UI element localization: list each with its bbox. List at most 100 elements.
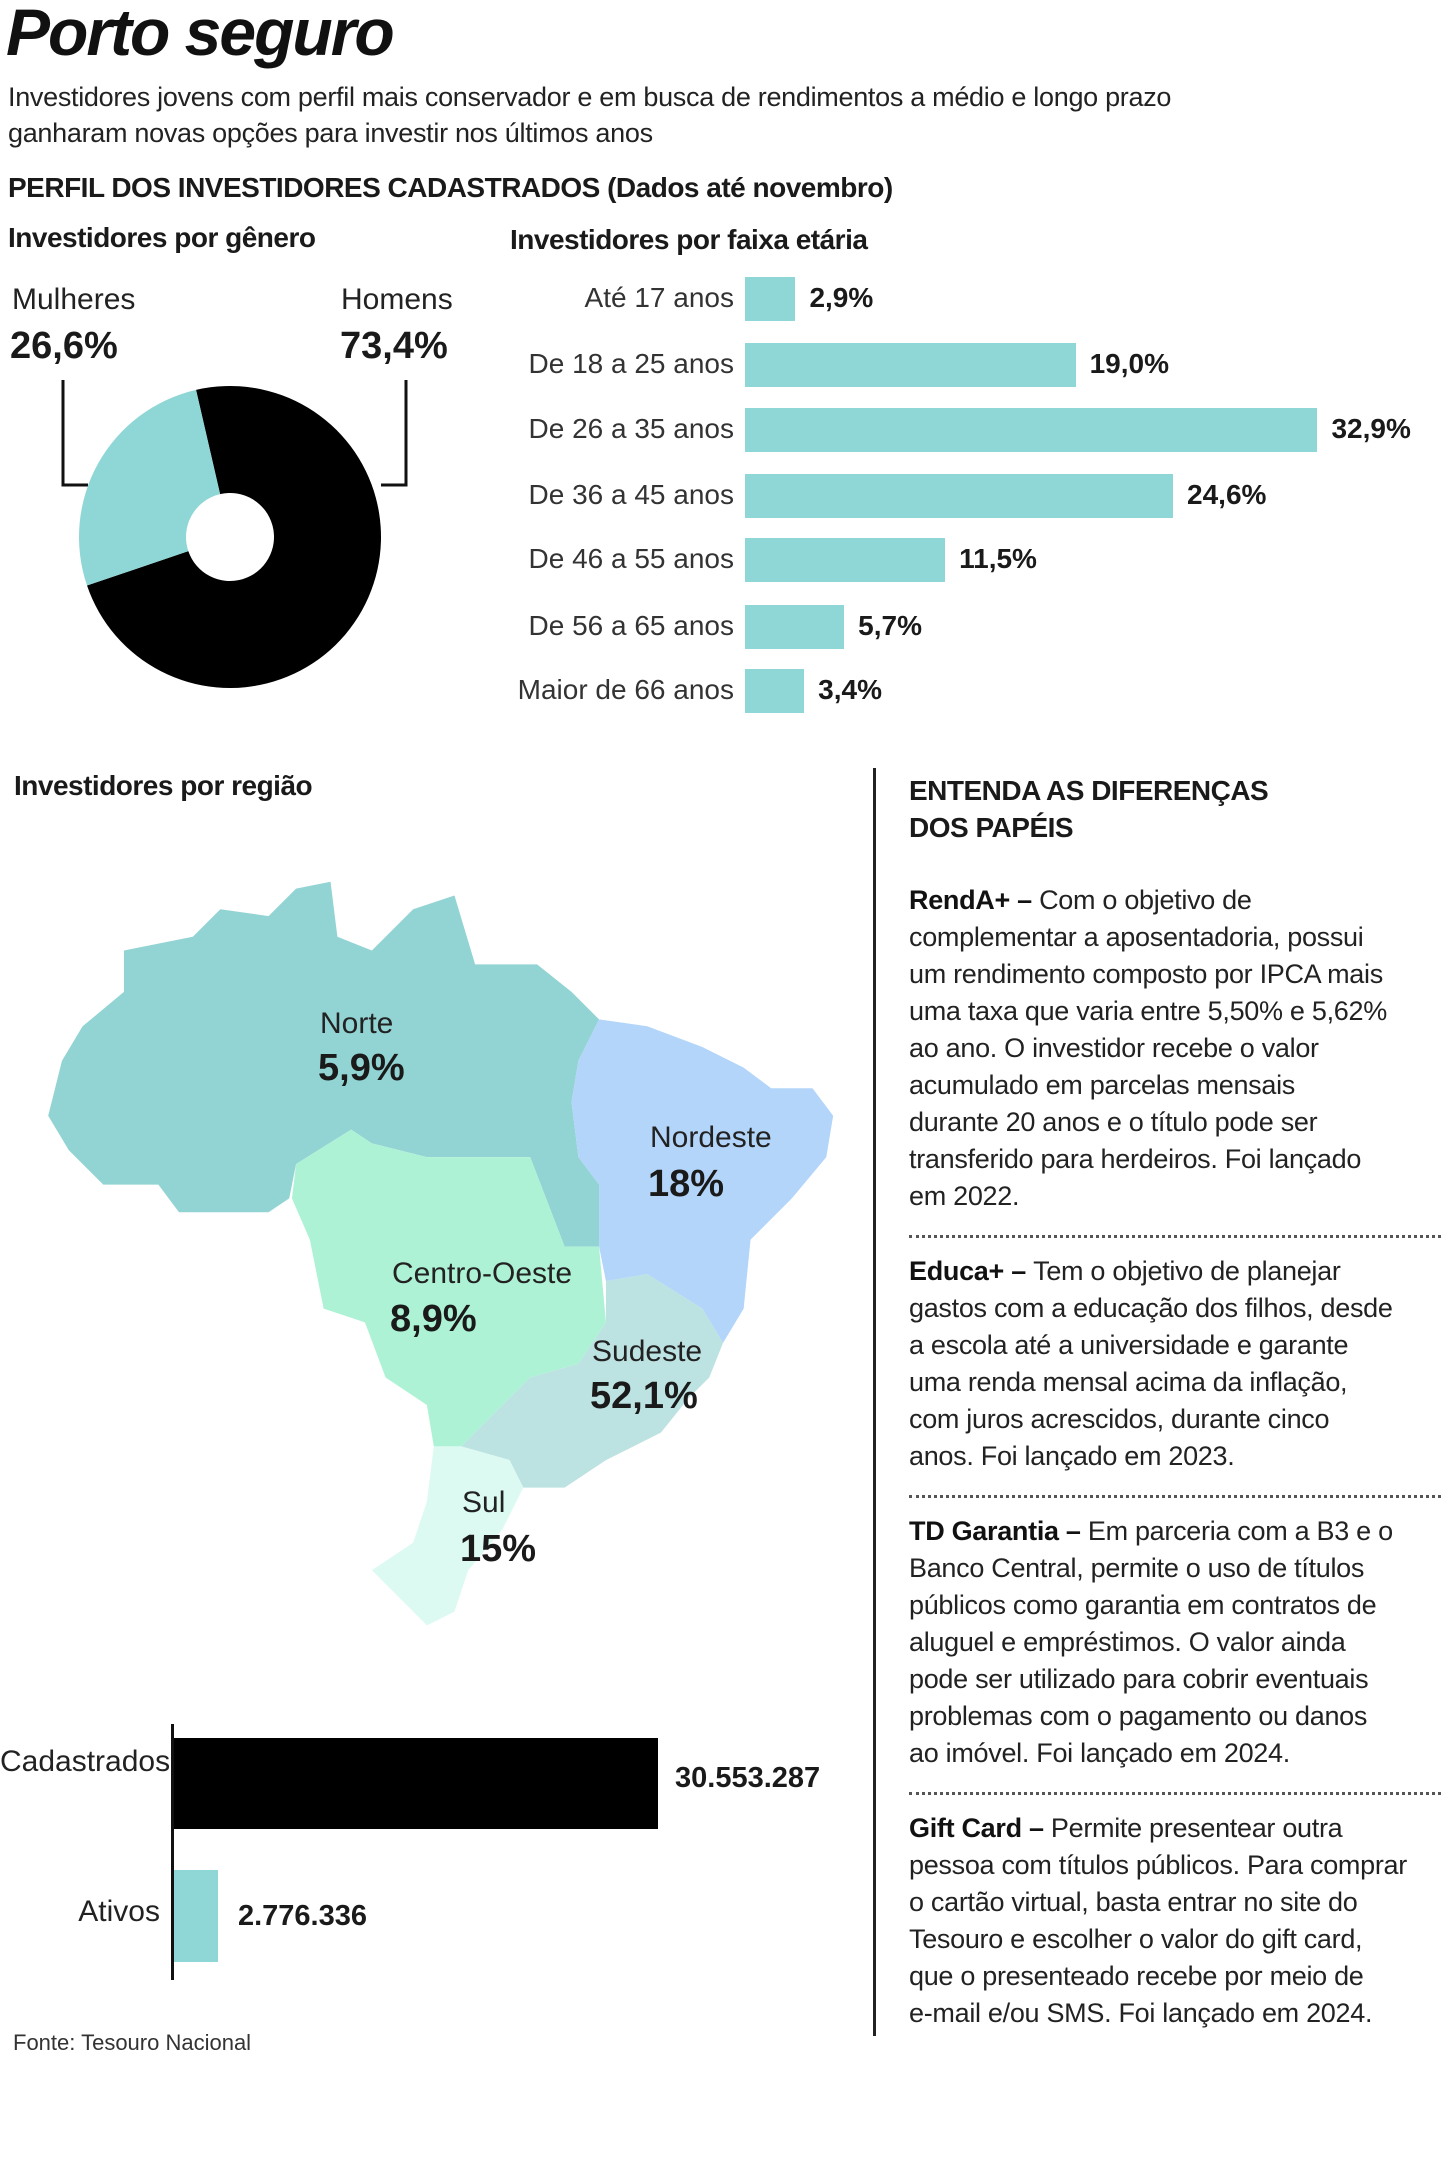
bond-descriptions: RendA+ – Com o objetivo de complementar a… [909, 882, 1441, 2032]
gender-label-mulheres: Mulheres [12, 283, 136, 316]
donut-slice-homens [87, 386, 381, 688]
bond-title: Educa+ – [909, 1256, 1034, 1286]
age-label: De 46 a 55 anos [528, 543, 735, 574]
source-note: Fonte: Tesouro Nacional [13, 2030, 252, 2055]
region-chart-title: Investidores por região [14, 770, 313, 801]
bond-text-line: Banco Central, permite o uso de títulos [909, 1553, 1365, 1583]
totals-label-ativos: Ativos [78, 1895, 160, 1928]
bond-text-line: durante 20 anos e o título pode ser [909, 1107, 1318, 1137]
age-bar [745, 408, 1318, 452]
page-title: Porto seguro [6, 0, 395, 69]
bond-text-line: o cartão virtual, basta entrar no site d… [909, 1887, 1358, 1917]
bond-text-line: Educa+ – Tem o objetivo de planejar [909, 1256, 1341, 1286]
bond-text-line: uma renda mensal acima da inflação, [909, 1367, 1348, 1397]
dotted-separator [909, 1495, 1441, 1498]
bond-title: TD Garantia – [909, 1516, 1088, 1546]
region-sul [371, 1446, 524, 1626]
region-value-sul: 15% [460, 1528, 537, 1570]
bond-text-line: TD Garantia – Em parceria com a B3 e o [909, 1516, 1393, 1546]
region-value-sudeste: 52,1% [590, 1375, 698, 1417]
bond-text-line: transferido para herdeiros. Foi lançado [909, 1144, 1362, 1174]
bond-text-line: RendA+ – Com o objetivo de [909, 885, 1252, 915]
bond-text-line: em 2022. [909, 1181, 1020, 1211]
sidebar-heading-1: ENTENDA AS DIFERENÇAS [909, 775, 1269, 806]
bond-text-line: Tesouro e escolher o valor do gift card, [909, 1924, 1363, 1954]
bond-text-line: gastos com a educação dos filhos, desde [909, 1293, 1393, 1323]
age-value-label: 19,0% [1089, 348, 1169, 379]
bond-text-line: ao imóvel. Foi lançado em 2024. [909, 1738, 1290, 1768]
dotted-separator [909, 1792, 1441, 1795]
age-value-label: 24,6% [1187, 479, 1267, 510]
age-bar [745, 605, 845, 649]
gender-value-homens: 73,4% [340, 325, 448, 367]
bond-item: Gift Card – Permite presentear outra pess… [909, 1810, 1441, 2032]
gender-value-mulheres: 26,6% [10, 325, 118, 367]
age-bar [745, 343, 1076, 387]
bond-text-line: Gift Card – Permite presentear outra [909, 1813, 1343, 1843]
age-label: De 56 a 65 anos [528, 610, 735, 641]
bond-text-line: aluguel e empréstimos. O valor ainda [909, 1627, 1346, 1657]
age-value-label: 3,4% [818, 674, 882, 705]
region-label-sudeste: Sudeste [592, 1335, 703, 1368]
column-divider [873, 768, 876, 2036]
age-bar [745, 474, 1174, 518]
bond-item: Educa+ – Tem o objetivo de planejar gasto… [909, 1253, 1441, 1475]
bond-text-line: uma taxa que varia entre 5,50% e 5,62% [909, 996, 1387, 1026]
region-value-nordeste: 18% [648, 1163, 725, 1205]
region-label-sul: Sul [462, 1486, 506, 1519]
age-value-label: 2,9% [809, 282, 874, 313]
age-value-label: 32,9% [1331, 413, 1411, 444]
bond-title: Gift Card – [909, 1813, 1051, 1843]
totals-value-ativos: 2.776.336 [237, 1900, 367, 1932]
section-title: PERFIL DOS INVESTIDORES CADASTRADOS (Dad… [8, 172, 893, 203]
age-label: Maior de 66 anos [517, 674, 734, 705]
age-label: De 36 a 45 anos [528, 479, 735, 510]
bond-text-line: pode ser utilizado para cobrir eventuais [909, 1664, 1369, 1694]
subtitle-line-2: ganharam novas opções para investir nos … [8, 118, 653, 148]
region-label-norte: Norte [320, 1007, 394, 1040]
bond-text-line: que o presenteado recebe por meio de [909, 1961, 1364, 1991]
age-label: De 26 a 35 anos [528, 413, 735, 444]
sidebar-heading-2: DOS PAPÉIS [909, 812, 1074, 843]
region-label-centro-oeste: Centro-Oeste [392, 1257, 573, 1290]
bond-text-line: um rendimento composto por IPCA mais [909, 959, 1383, 989]
region-nordeste [571, 1019, 834, 1344]
region-value-centro-oeste: 8,9% [390, 1298, 477, 1340]
age-value-label: 5,7% [858, 610, 922, 641]
bond-text-line: complementar a aposentadoria, possui [909, 922, 1364, 952]
leader-line-mulheres [61, 380, 88, 487]
subtitle-line-1: Investidores jovens com perfil mais cons… [8, 82, 1172, 112]
leader-line-homens [381, 380, 408, 487]
bond-text-line: problemas com o pagamento ou danos [909, 1701, 1368, 1731]
donut-slice-mulheres [79, 389, 221, 586]
age-label: Até 17 anos [584, 282, 734, 313]
bond-text-line: ao ano. O investidor recebe o valor [909, 1033, 1319, 1063]
region-sudeste [461, 1274, 723, 1488]
bond-item: RendA+ – Com o objetivo de complementar a… [909, 882, 1441, 1215]
gender-donut-chart [61, 380, 408, 688]
age-bar [745, 669, 805, 713]
region-norte [48, 881, 600, 1247]
gender-chart-title: Investidores por gênero [8, 222, 316, 253]
bond-text-line: e-mail e/ou SMS. Foi lançado em 2024. [909, 1998, 1373, 2028]
bond-item: TD Garantia – Em parceria com a B3 e o Ba… [909, 1513, 1441, 1772]
bond-text-line: com juros acrescidos, durante cinco [909, 1404, 1330, 1434]
age-bar [745, 277, 796, 321]
totals-axis-line [171, 1724, 174, 1980]
totals-value-cadastrados: 30.553.287 [675, 1762, 821, 1794]
age-value-label: 11,5% [959, 543, 1037, 574]
totals-label-cadastrados: Cadastrados [0, 1745, 171, 1778]
region-value-norte: 5,9% [318, 1047, 405, 1089]
bond-text-line: acumulado em parcelas mensais [909, 1070, 1295, 1100]
dotted-separator [909, 1235, 1441, 1238]
totals-bar-ativos [174, 1870, 218, 1962]
age-chart-title: Investidores por faixa etária [510, 224, 868, 255]
bond-text-line: a escola até a universidade e garante [909, 1330, 1349, 1360]
bond-text-line: públicos como garantia em contratos de [909, 1590, 1377, 1620]
bond-text-line: anos. Foi lançado em 2023. [909, 1441, 1235, 1471]
bond-text-line: pessoa com títulos públicos. Para compra… [909, 1850, 1407, 1880]
region-centro-oeste [291, 1129, 606, 1447]
gender-label-homens: Homens [341, 283, 453, 316]
region-label-nordeste: Nordeste [650, 1121, 772, 1154]
